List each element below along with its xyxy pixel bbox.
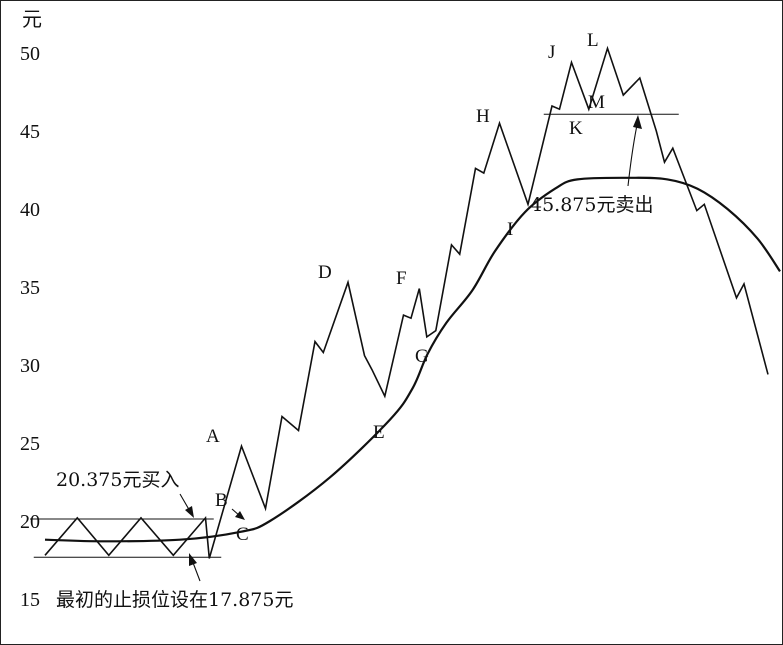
y-tick-label: 40 xyxy=(20,199,40,221)
sell-arrowhead xyxy=(633,115,642,129)
point-label-b: B xyxy=(215,490,228,511)
b-arrowhead xyxy=(235,511,245,520)
annotation-arrows xyxy=(179,115,642,582)
buy-arrowhead xyxy=(185,506,194,518)
price-line xyxy=(44,45,769,559)
y-tick-label: 50 xyxy=(20,43,40,65)
stop-annotation: 最初的止损位设在17.875元 xyxy=(56,589,293,611)
y-tick-label: 35 xyxy=(20,277,40,299)
point-label-l: L xyxy=(587,30,599,51)
point-label-j: J xyxy=(548,42,555,63)
y-tick-label: 45 xyxy=(20,121,40,143)
y-axis-unit: 元 xyxy=(22,7,42,31)
y-tick-label: 15 xyxy=(20,589,40,611)
y-tick-label: 25 xyxy=(20,433,40,455)
point-label-e: E xyxy=(373,422,385,443)
point-label-d: D xyxy=(318,262,332,283)
y-tick-label: 30 xyxy=(20,355,40,377)
sell-annotation: 45.875元卖出 xyxy=(530,194,653,216)
buy-annotation: 20.375元买入 xyxy=(56,469,179,491)
y-axis-ticks: 50 45 40 35 30 25 20 15 xyxy=(20,43,40,611)
point-label-h: H xyxy=(476,106,490,127)
point-labels: A B C D E F G H I J K L M xyxy=(206,30,605,545)
stop-arrowhead xyxy=(189,553,197,566)
point-label-f: F xyxy=(396,268,407,289)
point-label-g: G xyxy=(415,346,429,367)
point-label-k: K xyxy=(569,118,583,139)
annotations: 20.375元买入 45.875元卖出 最初的止损位设在17.875元 xyxy=(56,194,653,611)
y-tick-label: 20 xyxy=(20,511,40,533)
point-label-m: M xyxy=(588,92,605,113)
point-label-a: A xyxy=(206,426,220,447)
sell-arrow xyxy=(627,124,638,187)
point-label-i: I xyxy=(507,219,513,240)
point-label-c: C xyxy=(236,524,249,545)
